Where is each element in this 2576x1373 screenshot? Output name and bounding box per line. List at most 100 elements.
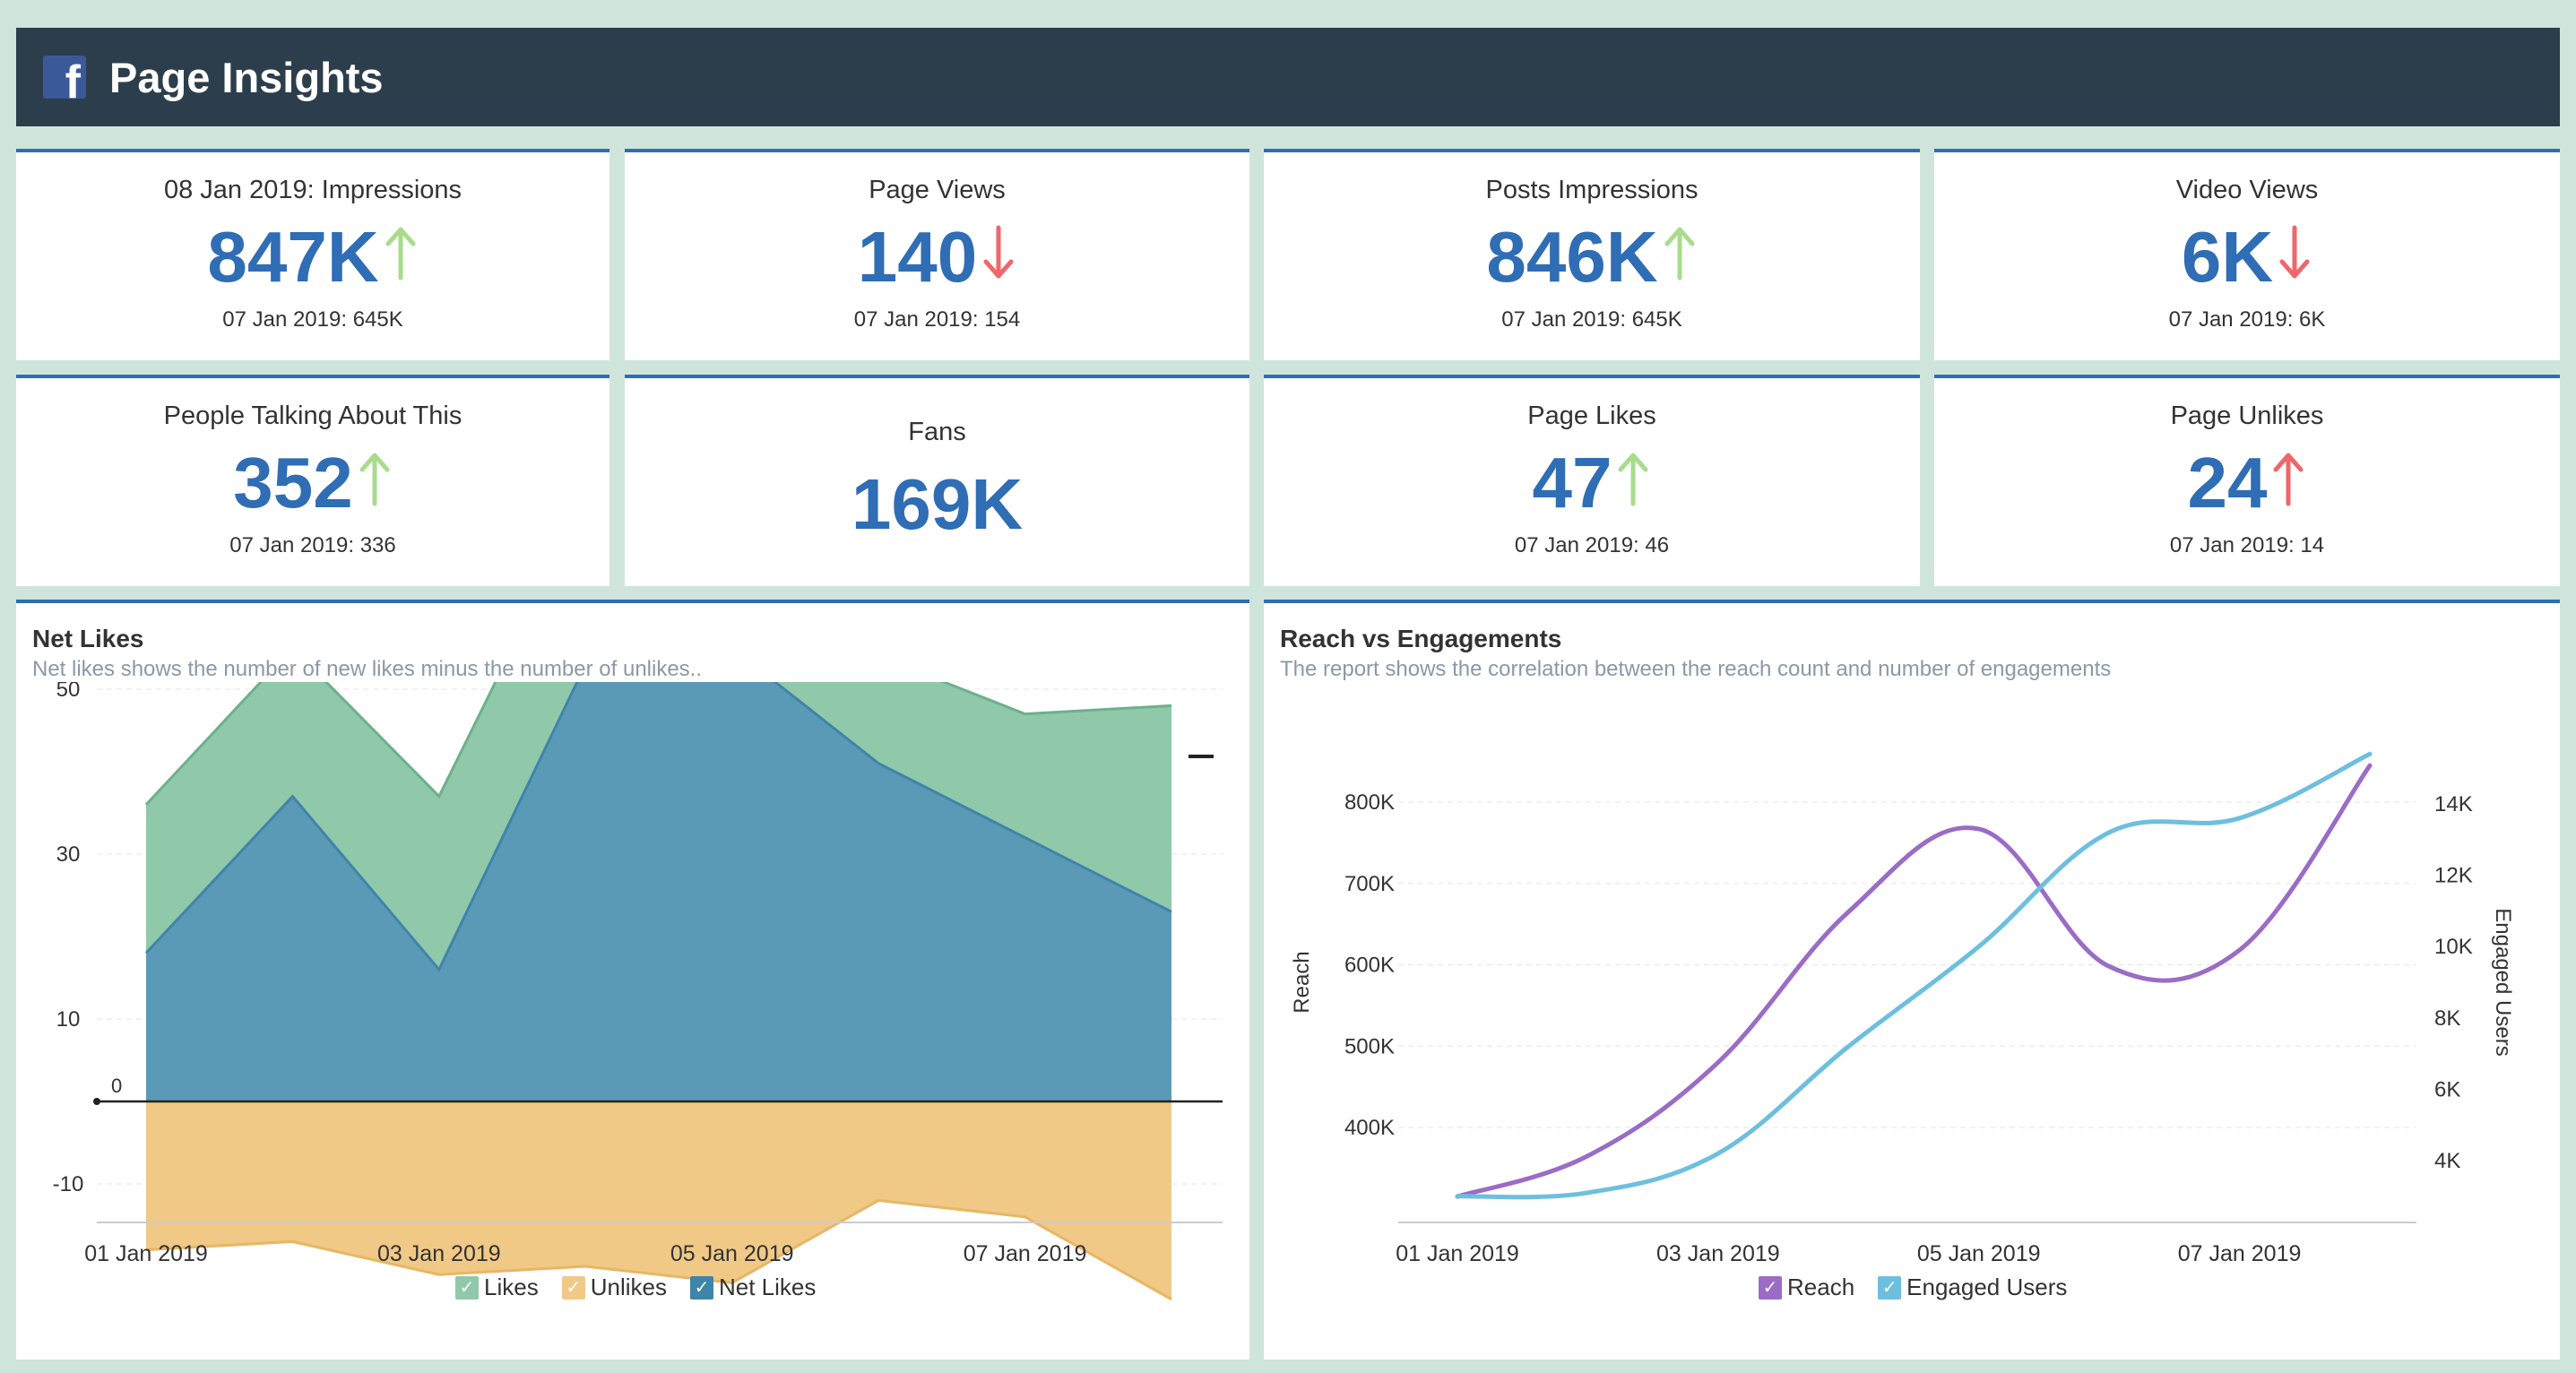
series-line-engaged-users [1455, 751, 2373, 1200]
kpi-title: Page Views [869, 176, 1006, 204]
reach-legend: ✓ Reach ✓ Engaged Users [1759, 1274, 2067, 1301]
area-unlikes [146, 1101, 1171, 1300]
kpi-value: 352 [233, 443, 353, 522]
y-tick-label: 800K [1344, 790, 1395, 815]
x-tick-label: 07 Jan 2019 [2178, 1241, 2302, 1266]
x-tick-label: 05 Jan 2019 [670, 1241, 794, 1266]
net-likes-legend: ✓ Likes ✓ Unlikes ✓ Net Likes [455, 1274, 816, 1301]
line-net-likes [144, 682, 1172, 972]
net-likes-title: Net Likes [32, 625, 144, 652]
legend-item-engaged-users[interactable]: ✓ Engaged Users [1878, 1274, 2067, 1301]
checkbox-icon[interactable]: ✓ [689, 1275, 713, 1300]
kpi-title: Fans [908, 418, 966, 446]
kpi-title: Page Unlikes [2170, 402, 2324, 430]
kpi-title: Posts Impressions [1485, 176, 1699, 204]
trend-down-icon [981, 218, 1016, 297]
legend-label: Net Likes [718, 1274, 817, 1300]
kpi-title: Page Likes [1527, 402, 1656, 430]
y2-axis-label: Engaged Users [2491, 908, 2515, 1056]
kpi-value: 140 [857, 217, 978, 297]
zero-marker [93, 1098, 100, 1105]
y-tick-label: 10 [56, 1007, 81, 1032]
y2-tick-label: 8K [2434, 1006, 2460, 1031]
reach-subtitle: The report shows the correlation between… [1280, 657, 2112, 681]
kpi-card-fans[interactable]: Fans 169K [625, 375, 1249, 586]
kpi-card-page-likes[interactable]: Page Likes 47 07 Jan 2019: 46 [1264, 375, 1920, 586]
facebook-icon: f [43, 56, 86, 106]
y2-tick-label: 4K [2434, 1149, 2460, 1173]
y2-tick-label: 10K [2434, 935, 2473, 959]
page-header: f Page Insights [16, 28, 2560, 126]
kpi-card-posts-impressions[interactable]: Posts Impressions 846K 07 Jan 2019: 645K [1264, 149, 1920, 360]
kpi-value: 169K [851, 464, 1024, 544]
kpi-value: 6K [2181, 217, 2274, 297]
reach-panel: Reach vs Engagements The report shows th… [1264, 600, 2560, 1360]
kpi-previous: 07 Jan 2019: 14 [2169, 533, 2325, 557]
kpi-previous: 07 Jan 2019: 645K [222, 307, 403, 332]
trend-down-icon [2277, 218, 2312, 297]
kpi-card-video-views[interactable]: Video Views 6K 07 Jan 2019: 6K [1934, 149, 2560, 360]
trend-up-icon [1662, 218, 1698, 297]
x-tick-label: 01 Jan 2019 [1396, 1241, 1519, 1266]
kpi-previous: 07 Jan 2019: 336 [229, 533, 396, 557]
checkbox-icon[interactable]: ✓ [1759, 1275, 1782, 1300]
kpi-value: 847K [207, 217, 379, 297]
kpi-value: 24 [2187, 443, 2268, 522]
x-tick-label: 03 Jan 2019 [377, 1241, 501, 1266]
x-tick-label: 03 Jan 2019 [1656, 1241, 1780, 1266]
kpi-previous: 07 Jan 2019: 154 [853, 307, 1021, 332]
page-title: Page Insights [109, 53, 384, 101]
kpi-card-people-talking[interactable]: People Talking About This 352 07 Jan 201… [16, 375, 609, 586]
kpi-title: People Talking About This [163, 402, 462, 430]
x-tick-label: 01 Jan 2019 [84, 1241, 208, 1266]
legend-label: Engaged Users [1906, 1274, 2068, 1300]
series-line-reach [1455, 763, 2373, 1199]
trend-up-icon [383, 218, 419, 297]
kpi-previous: 07 Jan 2019: 6K [2168, 307, 2326, 332]
trend-up-icon [1615, 444, 1651, 522]
legend-item-unlikes[interactable]: ✓ Unlikes [561, 1274, 667, 1301]
kpi-title: Video Views [2175, 176, 2319, 204]
kpi-card-page-views[interactable]: Page Views 140 07 Jan 2019: 154 [625, 149, 1249, 360]
y-tick-label: -10 [53, 1172, 84, 1196]
x-tick-label: 05 Jan 2019 [1917, 1241, 2041, 1266]
kpi-previous: 07 Jan 2019: 46 [1514, 533, 1670, 557]
y-tick-label: 700K [1344, 872, 1395, 896]
line-unlikes [145, 1198, 1172, 1301]
area-net-likes [146, 682, 1171, 1101]
y-tick-label: 50 [56, 682, 81, 702]
kpi-value: 47 [1532, 443, 1612, 522]
kpi-previous: 07 Jan 2019: 645K [1501, 307, 1682, 332]
kpi-card-page-unlikes[interactable]: Page Unlikes 24 07 Jan 2019: 14 [1934, 375, 2560, 586]
legend-item-reach[interactable]: ✓ Reach [1759, 1274, 1854, 1301]
trend-up-icon [357, 444, 393, 522]
legend-label: Unlikes [590, 1274, 667, 1300]
kpi-card-impressions[interactable]: 08 Jan 2019: Impressions 847K 07 Jan 201… [16, 149, 609, 360]
y-tick-label: 30 [56, 842, 81, 867]
legend-label: Likes [484, 1274, 539, 1300]
net-likes-subtitle: Net likes shows the number of new likes … [32, 657, 703, 681]
x-tick-label: 07 Jan 2019 [964, 1241, 1087, 1266]
kpi-title: 08 Jan 2019: Impressions [163, 176, 462, 204]
y2-tick-label: 12K [2434, 864, 2473, 888]
line-likes [144, 682, 1172, 806]
reach-title: Reach vs Engagements [1280, 625, 1562, 652]
y2-tick-label: 6K [2434, 1077, 2460, 1101]
y2-tick-label: 14K [2434, 792, 2473, 816]
checkbox-icon[interactable]: ✓ [1878, 1275, 1902, 1300]
legend-label: Reach [1787, 1274, 1855, 1300]
checkbox-icon[interactable]: ✓ [455, 1275, 479, 1300]
legend-item-net-likes[interactable]: ✓ Net Likes [689, 1274, 817, 1301]
checkbox-icon[interactable]: ✓ [561, 1275, 585, 1300]
reach-chart: 800K 700K 600K 500K 400K 14K 12K 10K 8K 6K 4K Reach… [1290, 751, 2515, 1266]
net-likes-panel: Net Likes Net likes shows the number of … [16, 600, 1249, 1360]
y-tick-label: 600K [1344, 954, 1395, 978]
legend-item-likes[interactable]: ✓ Likes [455, 1274, 539, 1301]
trend-up-icon [2270, 444, 2306, 522]
kpi-value: 846K [1486, 217, 1658, 297]
zero-label: 0 [111, 1075, 122, 1097]
y-axis-label: Reach [1290, 951, 1314, 1013]
y-tick-label: 500K [1344, 1034, 1395, 1058]
y-tick-label: 400K [1344, 1116, 1395, 1140]
